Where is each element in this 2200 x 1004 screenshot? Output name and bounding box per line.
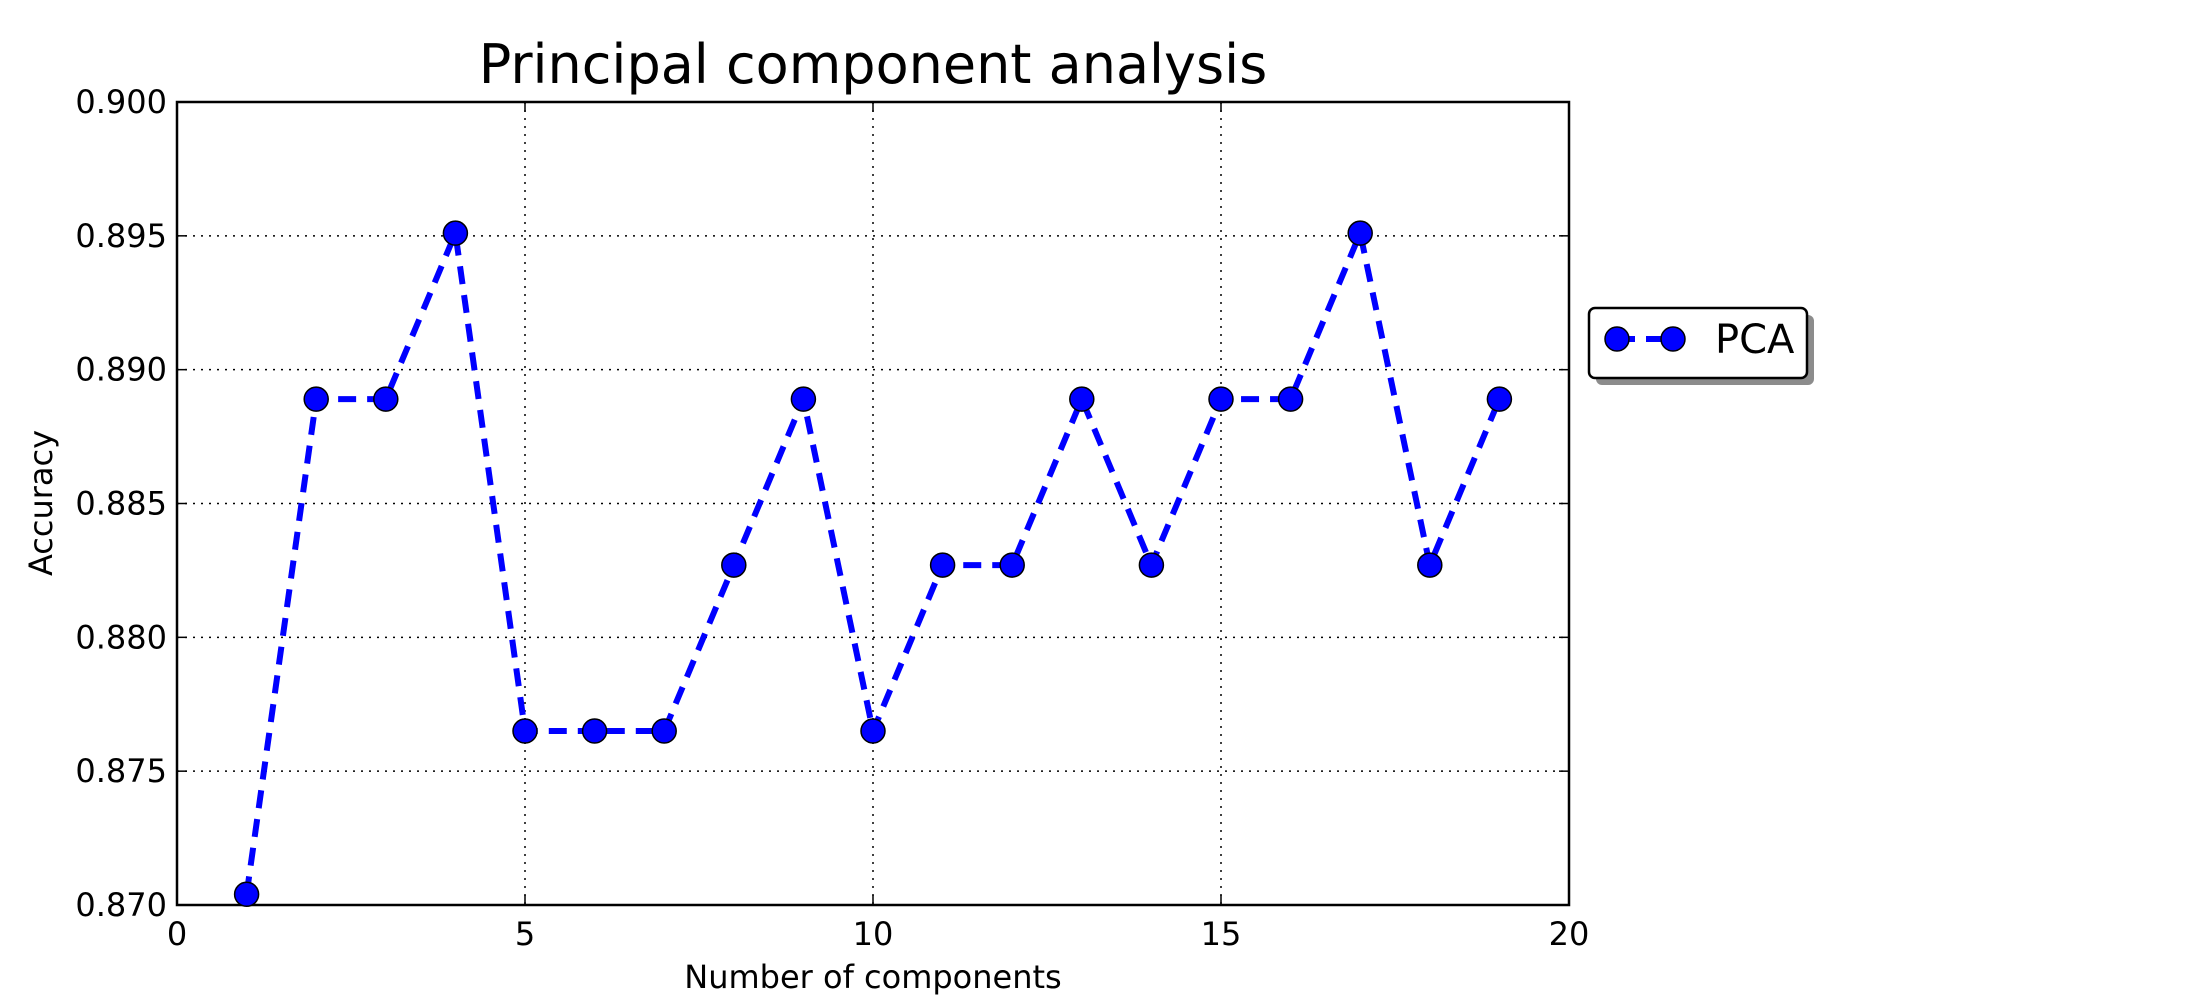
y-tick-label: 0.885 xyxy=(75,485,167,523)
y-tick-label: 0.895 xyxy=(75,217,167,255)
data-point xyxy=(790,386,817,412)
x-tick-label: 20 xyxy=(1549,915,1590,953)
x-tick-label: 10 xyxy=(853,915,894,953)
data-point xyxy=(233,881,260,908)
x-tick-label: 15 xyxy=(1201,915,1242,953)
legend-marker xyxy=(1604,326,1630,352)
legend-marker xyxy=(1660,326,1686,352)
data-point xyxy=(860,718,886,744)
data-point xyxy=(1208,386,1234,412)
y-tick-label: 0.875 xyxy=(75,752,167,790)
y-tick-label: 0.880 xyxy=(75,618,167,656)
data-point xyxy=(929,552,956,578)
y-tick-label: 0.890 xyxy=(75,351,167,389)
data-point xyxy=(373,386,399,412)
data-point xyxy=(1277,386,1304,412)
data-point xyxy=(1417,552,1443,578)
series-line-pca xyxy=(243,230,1503,895)
data-point xyxy=(442,220,469,246)
series-layer xyxy=(233,220,1513,908)
data-point xyxy=(1069,386,1095,412)
data-point xyxy=(721,552,747,578)
data-point xyxy=(303,386,329,412)
x-tick-label: 5 xyxy=(515,915,535,953)
data-point xyxy=(651,718,677,744)
data-point xyxy=(1347,220,1373,246)
legend-label: PCA xyxy=(1715,317,1795,363)
y-tick-label: 0.870 xyxy=(75,886,167,924)
axis-ticks: 0 5 10 15 20 0.870 0.875 0.880 0.885 0.890 0.895 0.… xyxy=(75,83,1589,953)
x-tick-label: 0 xyxy=(167,915,187,953)
legend: PCA xyxy=(1587,306,1814,385)
data-point xyxy=(999,552,1025,578)
data-point xyxy=(1138,552,1165,578)
data-point xyxy=(1486,386,1513,412)
chart-title: Principal component analysis xyxy=(479,33,1268,96)
legend-box xyxy=(1587,306,1809,380)
data-point xyxy=(512,718,538,744)
data-point xyxy=(581,718,608,744)
y-tick-label: 0.900 xyxy=(75,83,167,121)
y-axis-label: Accuracy xyxy=(22,430,60,576)
x-axis-label: Number of components xyxy=(684,958,1061,996)
grid-lines xyxy=(177,102,1569,905)
